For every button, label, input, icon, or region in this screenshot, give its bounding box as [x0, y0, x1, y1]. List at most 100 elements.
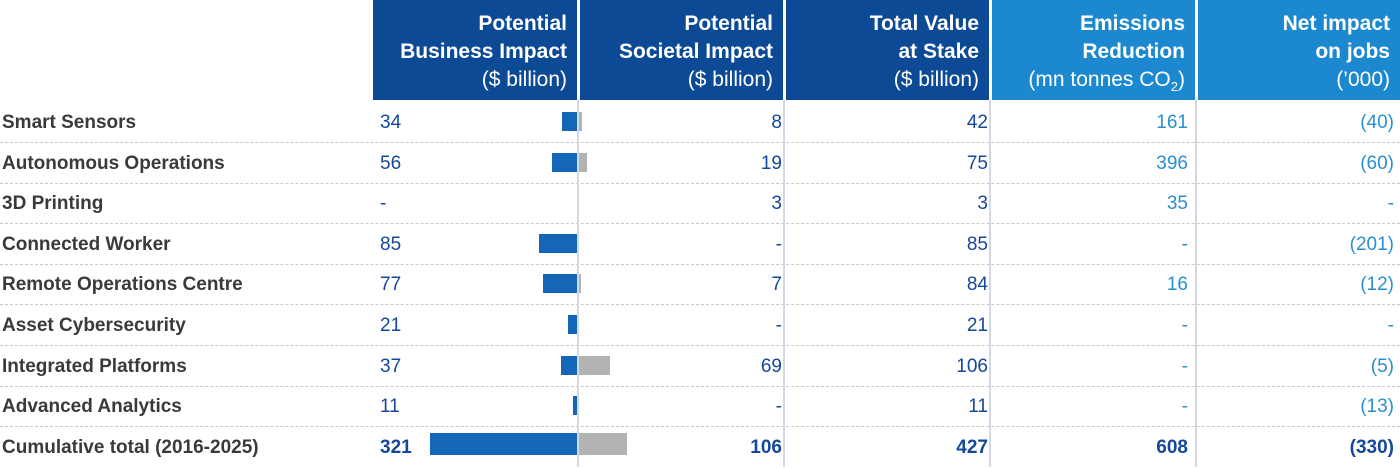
business-impact-value: 56 — [380, 152, 402, 174]
business-impact-value: 85 — [380, 233, 402, 255]
table-row: Cumulative total (2016-2025) 321 106 427 608… — [0, 427, 1400, 467]
co2-subscript: 2 — [1170, 79, 1178, 95]
business-impact-bar — [560, 355, 578, 375]
table-row: Asset Cybersecurity 21 - 21 - - — [0, 305, 1400, 346]
column-divider — [577, 100, 579, 467]
emissions-value: 161 — [1156, 112, 1188, 133]
total-value: 3 — [977, 193, 988, 215]
table-row: 3D Printing - 3 3 35 - — [0, 183, 1400, 225]
header-total-line2: at Stake — [898, 40, 979, 63]
total-value: 84 — [966, 274, 988, 296]
business-impact-bar — [538, 233, 578, 253]
societal-impact-bar — [578, 152, 587, 172]
row-label: 3D Printing — [2, 193, 104, 215]
business-impact-bar — [562, 112, 578, 131]
business-impact-value: 34 — [380, 112, 402, 133]
societal-impact-bar — [578, 274, 582, 294]
emissions-value: - — [1181, 233, 1188, 255]
business-impact-bar — [542, 274, 578, 294]
business-impact-bar — [430, 432, 578, 455]
jobs-value: (5) — [1370, 355, 1394, 377]
header-societal-line3: ($ billion) — [687, 68, 773, 91]
business-impact-bar — [568, 315, 578, 334]
business-impact-bar — [572, 396, 578, 416]
row-label: Advanced Analytics — [2, 396, 182, 418]
societal-impact-value: 8 — [771, 112, 782, 133]
business-impact-bar — [552, 152, 578, 172]
header-jobs-line1: Net impact — [1282, 12, 1390, 35]
business-impact-value: 11 — [380, 396, 400, 418]
header-business-line3: ($ billion) — [481, 68, 567, 91]
business-impact-value: 321 — [380, 436, 412, 458]
header-societal-line2: Societal Impact — [618, 40, 773, 63]
table-row: Connected Worker 85 - 85 - (201) — [0, 224, 1400, 265]
emissions-value: 396 — [1156, 152, 1188, 174]
header-societal-impact: Potential Societal Impact ($ billion) — [580, 0, 783, 100]
header-business-impact: Potential Business Impact ($ billion) — [373, 0, 577, 100]
total-value: 427 — [956, 436, 988, 458]
jobs-value: (60) — [1360, 152, 1394, 174]
table-row: Smart Sensors 34 8 42 161 (40) — [0, 102, 1400, 143]
header-emissions-line3: (mn tonnes CO2) — [1028, 68, 1185, 95]
row-label: Connected Worker — [2, 233, 171, 255]
table-row: Autonomous Operations 56 19 75 396 (60) — [0, 143, 1400, 184]
societal-impact-value: - — [775, 233, 782, 255]
societal-impact-value: 106 — [750, 436, 782, 458]
business-impact-value: 37 — [380, 355, 402, 377]
societal-impact-value: - — [775, 396, 782, 418]
column-divider — [783, 100, 785, 467]
societal-impact-value: 3 — [771, 193, 782, 215]
row-label: Integrated Platforms — [2, 355, 187, 377]
emissions-value: 16 — [1166, 274, 1188, 296]
emissions-value: - — [1181, 355, 1188, 377]
total-value: 21 — [966, 315, 988, 336]
header-societal-line1: Potential — [684, 12, 773, 35]
societal-impact-bar — [578, 355, 610, 375]
header-emissions: Emissions Reduction (mn tonnes CO2) — [992, 0, 1195, 100]
header-jobs-line3: (’000) — [1336, 68, 1390, 91]
header-total-line1: Total Value — [869, 12, 979, 35]
business-impact-value: 77 — [380, 274, 402, 296]
societal-impact-value: 19 — [760, 152, 782, 174]
jobs-value: - — [1387, 315, 1394, 336]
business-impact-value: - — [380, 193, 387, 215]
jobs-value: (12) — [1360, 274, 1394, 296]
emissions-value: 608 — [1156, 436, 1188, 458]
jobs-value: - — [1387, 193, 1394, 215]
header-jobs: Net impact on jobs (’000) — [1198, 0, 1400, 100]
jobs-value: (330) — [1349, 436, 1394, 458]
table-row: Remote Operations Centre 77 7 84 16 (12) — [0, 264, 1400, 306]
emissions-value: - — [1181, 315, 1188, 336]
row-label: Autonomous Operations — [2, 152, 225, 174]
jobs-value: (40) — [1360, 112, 1394, 133]
header-total-value: Total Value at Stake ($ billion) — [786, 0, 989, 100]
header-emissions-line1: Emissions — [1079, 12, 1185, 35]
business-impact-value: 21 — [380, 315, 402, 336]
emissions-value: 35 — [1166, 193, 1188, 215]
row-label: Asset Cybersecurity — [2, 315, 186, 336]
row-label: Smart Sensors — [2, 112, 137, 133]
societal-impact-value: 69 — [760, 355, 782, 377]
header-total-line3: ($ billion) — [893, 68, 979, 91]
jobs-value: (13) — [1360, 396, 1394, 418]
societal-impact-bar — [578, 112, 582, 131]
row-label: Cumulative total (2016-2025) — [2, 436, 259, 458]
header-business-line2: Business Impact — [400, 40, 567, 63]
jobs-value: (201) — [1349, 233, 1394, 255]
column-divider — [1195, 100, 1197, 467]
column-divider — [989, 100, 991, 467]
total-value: 85 — [966, 233, 988, 255]
header-jobs-line2: on jobs — [1315, 40, 1390, 63]
total-value: 11 — [968, 396, 988, 418]
header-business-line1: Potential — [478, 12, 567, 35]
header-emissions-line2: Reduction — [1082, 40, 1185, 63]
total-value: 75 — [966, 152, 988, 174]
total-value: 42 — [966, 112, 988, 133]
row-label: Remote Operations Centre — [2, 274, 243, 296]
table-row: Advanced Analytics 11 - 11 - (13) — [0, 386, 1400, 428]
table-row: Integrated Platforms 37 69 106 - (5) — [0, 346, 1400, 387]
total-value: 106 — [956, 355, 988, 377]
societal-impact-bar — [578, 432, 627, 455]
societal-impact-value: 7 — [771, 274, 782, 296]
emissions-value: - — [1181, 396, 1188, 418]
